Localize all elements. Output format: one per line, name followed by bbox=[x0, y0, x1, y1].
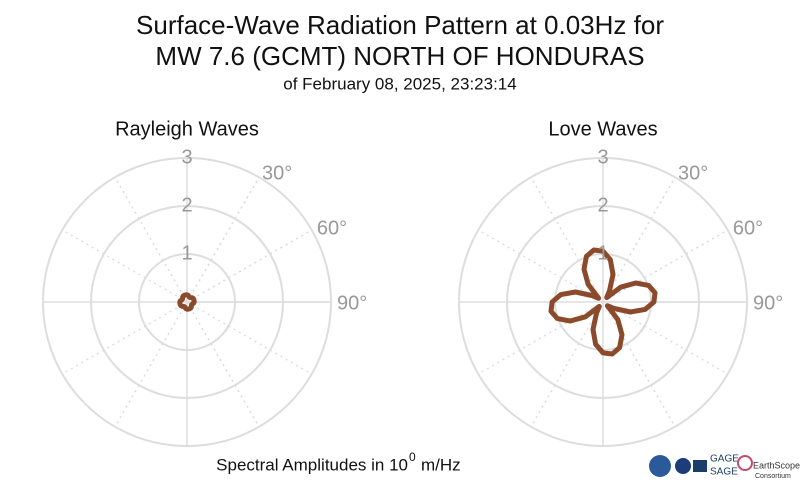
theta-tick-label: 60° bbox=[317, 217, 347, 239]
r-tick-label: 2 bbox=[597, 194, 608, 216]
radial-line bbox=[61, 301, 188, 375]
logo-nsf bbox=[649, 455, 671, 477]
pattern-line bbox=[177, 292, 197, 312]
radial-line bbox=[186, 301, 313, 375]
theta-tick-label: 90° bbox=[337, 292, 367, 314]
theta-grid-line bbox=[186, 229, 313, 303]
radial-line bbox=[61, 229, 188, 303]
radial-line bbox=[602, 301, 676, 428]
r-tick-label: 1 bbox=[181, 242, 192, 264]
caption-unit: m/Hz bbox=[421, 455, 461, 474]
title-line: Surface-Wave Radiation Pattern at 0.03Hz… bbox=[136, 10, 664, 40]
logo-usgs bbox=[693, 460, 707, 472]
r-grid-circle bbox=[42, 157, 332, 447]
logos: GAGE SAGE EarthScope Consortium bbox=[649, 454, 800, 480]
r-grid-circle bbox=[138, 253, 236, 351]
title-line: MW 7.6 (GCMT) NORTH OF HONDURAS bbox=[155, 41, 644, 71]
r-grid-circle bbox=[506, 205, 700, 399]
radial-line bbox=[530, 176, 604, 303]
r-tick-label: 3 bbox=[181, 146, 192, 168]
theta-tick-label: 30° bbox=[678, 162, 708, 184]
radial-line bbox=[477, 229, 604, 303]
radial-line bbox=[186, 301, 260, 428]
panel-title: Love Waves bbox=[548, 118, 657, 140]
theta-tick-label: 30° bbox=[262, 162, 292, 184]
logo-earthscope bbox=[737, 455, 753, 471]
r-tick-label: 2 bbox=[181, 194, 192, 216]
radial-line bbox=[114, 301, 188, 428]
logo-nasa bbox=[675, 458, 691, 474]
logo-text: Consortium bbox=[755, 473, 791, 480]
logo-text: EarthScope bbox=[753, 460, 800, 470]
theta-grid-line bbox=[602, 229, 729, 303]
logo-text: SAGE bbox=[710, 467, 738, 478]
r-grid-circle bbox=[90, 205, 284, 399]
theta-tick-label: 90° bbox=[753, 292, 783, 314]
radial-line bbox=[530, 301, 604, 428]
panel-title: Rayleigh Waves bbox=[115, 118, 259, 140]
logo-text: GAGE bbox=[710, 454, 739, 465]
theta-tick-label: 60° bbox=[733, 217, 763, 239]
caption: Spectral Amplitudes in 10 bbox=[216, 455, 408, 474]
radial-line bbox=[602, 301, 729, 375]
theta-grid-line bbox=[186, 176, 260, 303]
theta-grid-line bbox=[602, 176, 676, 303]
r-grid-circle bbox=[458, 157, 748, 447]
caption-superscript: 0 bbox=[409, 450, 416, 464]
r-tick-label: 3 bbox=[597, 146, 608, 168]
pattern-line bbox=[548, 247, 658, 357]
radial-line bbox=[477, 301, 604, 375]
subtitle: of February 08, 2025, 23:23:14 bbox=[283, 74, 516, 93]
radial-line bbox=[114, 176, 188, 303]
r-tick-label: 1 bbox=[597, 242, 608, 264]
